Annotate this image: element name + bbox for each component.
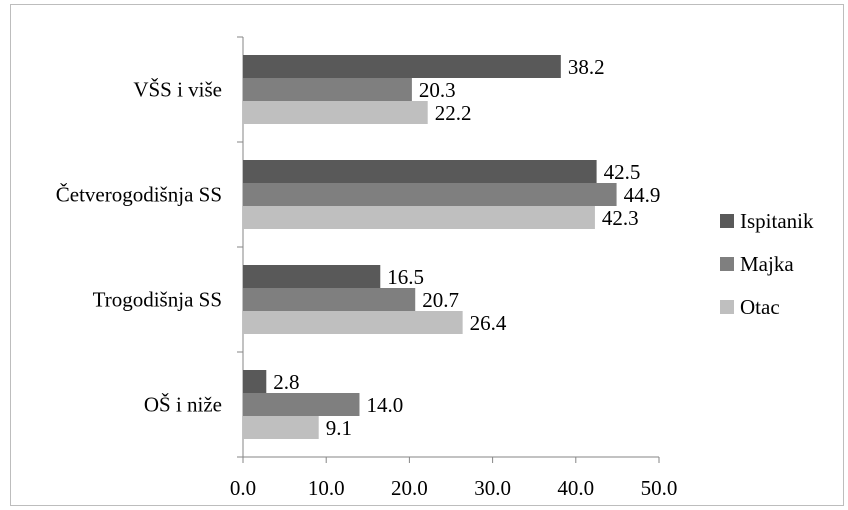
data-label: 38.2 bbox=[568, 55, 605, 79]
legend-label: Ispitanik bbox=[740, 209, 814, 233]
legend-swatch-majka bbox=[720, 257, 734, 271]
bar-majka bbox=[243, 393, 360, 416]
data-label: 22.2 bbox=[435, 101, 472, 125]
legend-swatch-ispitanik bbox=[720, 214, 734, 228]
x-tick-label: 10.0 bbox=[308, 476, 345, 500]
category-label: Četverogodišnja SS bbox=[56, 183, 222, 207]
legend-label: Majka bbox=[740, 252, 794, 276]
legend-swatch-otac bbox=[720, 300, 734, 314]
x-tick-label: 40.0 bbox=[557, 476, 594, 500]
data-label: 26.4 bbox=[470, 311, 507, 335]
category-label: OŠ i niže bbox=[144, 393, 222, 417]
data-label: 42.5 bbox=[604, 160, 641, 184]
bar-otac bbox=[243, 206, 595, 229]
bar-otac bbox=[243, 101, 428, 124]
bar-ispitanik bbox=[243, 265, 381, 288]
bar-majka bbox=[243, 288, 416, 311]
category-label: Trogodišnja SS bbox=[93, 288, 222, 312]
data-label: 14.0 bbox=[366, 393, 403, 417]
bar-ispitanik bbox=[243, 55, 561, 78]
bar-otac bbox=[243, 416, 319, 439]
bar-majka bbox=[243, 183, 617, 206]
data-label: 20.7 bbox=[422, 288, 459, 312]
chart-area bbox=[10, 4, 844, 506]
x-tick-label: 0.0 bbox=[230, 476, 256, 500]
category-label: VŠS i više bbox=[133, 78, 222, 102]
bar-otac bbox=[243, 311, 463, 334]
bar-ispitanik bbox=[243, 370, 267, 393]
data-label: 20.3 bbox=[419, 78, 456, 102]
data-label: 2.8 bbox=[273, 370, 299, 394]
bar-ispitanik bbox=[243, 160, 597, 183]
x-tick-label: 30.0 bbox=[474, 476, 511, 500]
data-label: 9.1 bbox=[326, 416, 352, 440]
legend-label: Otac bbox=[740, 295, 780, 319]
bar-majka bbox=[243, 78, 412, 101]
x-tick-label: 50.0 bbox=[641, 476, 678, 500]
x-tick-label: 20.0 bbox=[391, 476, 428, 500]
data-label: 42.3 bbox=[602, 206, 639, 230]
data-label: 16.5 bbox=[387, 265, 424, 289]
data-label: 44.9 bbox=[624, 183, 661, 207]
